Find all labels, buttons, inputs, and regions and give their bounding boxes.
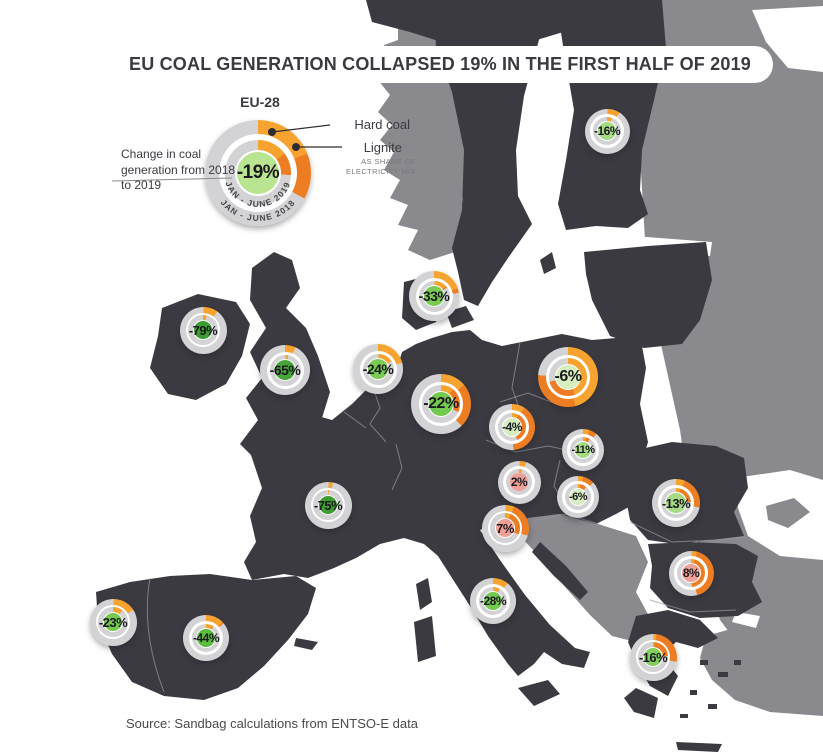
badge-center: [643, 647, 663, 667]
country-badge-czechia: -4%: [489, 404, 535, 450]
change-value: 8%: [682, 566, 700, 580]
country-badge-uk: -65%: [260, 345, 310, 395]
region-balearics: [294, 638, 318, 650]
change-value: -19%: [236, 162, 280, 183]
change-value: -28%: [479, 594, 507, 608]
change-value: -22%: [423, 395, 459, 412]
country-badge-ireland: -79%: [179, 306, 227, 354]
source-attribution: Source: Sandbag calculations from ENTSO-…: [126, 716, 418, 731]
country-badge-netherlands: -24%: [353, 344, 403, 394]
change-value: -4%: [502, 420, 522, 434]
badge-center: [196, 628, 216, 648]
change-value: 2%: [510, 475, 528, 489]
country-badge-finland: -16%: [584, 108, 630, 154]
change-value: -65%: [269, 362, 301, 378]
badge-center: [574, 441, 592, 459]
region-crete: [676, 742, 722, 752]
country-badge-greece: -16%: [629, 633, 677, 681]
country-badge-poland: -6%: [538, 347, 598, 407]
eu28-donut: -19%: [205, 120, 311, 226]
region-sicily: [518, 680, 560, 706]
badge-center: [368, 359, 388, 379]
badge-center: [275, 360, 295, 380]
change-value: -16%: [638, 649, 668, 665]
country-badge-slovenia: 7%: [481, 504, 529, 552]
eu28-label: EU-28: [240, 94, 280, 110]
badge-center: [193, 320, 213, 340]
badge-center: [510, 473, 528, 491]
change-value: -33%: [418, 288, 450, 304]
badge-center: [236, 151, 280, 195]
mix-caption-line2: ELECTRICITY MIX: [345, 167, 416, 177]
change-value: -23%: [98, 614, 128, 630]
aegean-islands: [680, 660, 741, 718]
chart-title: EU COAL GENERATION COLLAPSED 19% IN THE …: [107, 46, 774, 83]
badge-center: [598, 122, 616, 140]
badge-center: [424, 286, 444, 306]
change-value: -44%: [192, 631, 220, 645]
country-badge-romania: -13%: [652, 479, 700, 527]
sea-of-marmara: [732, 612, 760, 628]
country-badge-spain: -44%: [183, 615, 229, 661]
mix-share-caption: AS SHARE OF ELECTRICITY MIX: [316, 157, 416, 177]
badge-center: [318, 495, 338, 515]
region-peloponnese: [624, 688, 658, 718]
badge-center: [666, 493, 686, 513]
region-turkey: [700, 625, 823, 716]
badge-center: [483, 591, 503, 611]
region-sardinia: [414, 616, 436, 662]
badge-center: [556, 365, 580, 389]
badge-center: [682, 564, 700, 582]
country-badge-bulgaria: 8%: [668, 550, 714, 596]
country-badge-italy: -28%: [470, 578, 516, 624]
country-badge-denmark: -33%: [409, 271, 459, 321]
change-value: -16%: [593, 124, 621, 138]
country-badge-portugal: -23%: [89, 598, 137, 646]
hard-coal-legend-label: Hard coal: [354, 117, 410, 132]
change-value: -24%: [362, 361, 394, 377]
region-gotland: [540, 252, 556, 274]
change-value: 7%: [496, 520, 514, 536]
mix-caption-line1: AS SHARE OF: [361, 157, 416, 166]
change-value: -6%: [568, 491, 588, 503]
country-badge-germany: -22%: [411, 374, 471, 434]
region-croatia-coast: [532, 542, 588, 600]
white-sea-inlet: [752, 6, 823, 72]
region-crimea: [766, 498, 810, 528]
region-baltics: [584, 242, 712, 348]
badge-center: [569, 488, 587, 506]
change-value: -6%: [554, 368, 582, 385]
badge-center: [495, 518, 515, 538]
region-corsica: [416, 578, 432, 610]
change-value: -75%: [313, 497, 343, 513]
badge-center: [103, 612, 123, 632]
change-value: -79%: [188, 322, 218, 338]
country-badge-france: -75%: [304, 481, 352, 529]
country-badge-austria: 2%: [497, 460, 541, 504]
change-metric-caption: Change in coal generation from 2018 to 2…: [121, 147, 236, 193]
change-value: -13%: [661, 495, 691, 511]
region-western-balkans: [524, 514, 650, 642]
badge-center: [429, 392, 453, 416]
country-badge-slovakia: -11%: [562, 429, 604, 471]
change-value: -11%: [571, 444, 595, 456]
badge-center: [502, 417, 522, 437]
region-continental-eu: [244, 330, 650, 676]
lignite-legend-label: Lignite: [363, 140, 402, 155]
country-badge-hungary: -6%: [557, 476, 599, 518]
